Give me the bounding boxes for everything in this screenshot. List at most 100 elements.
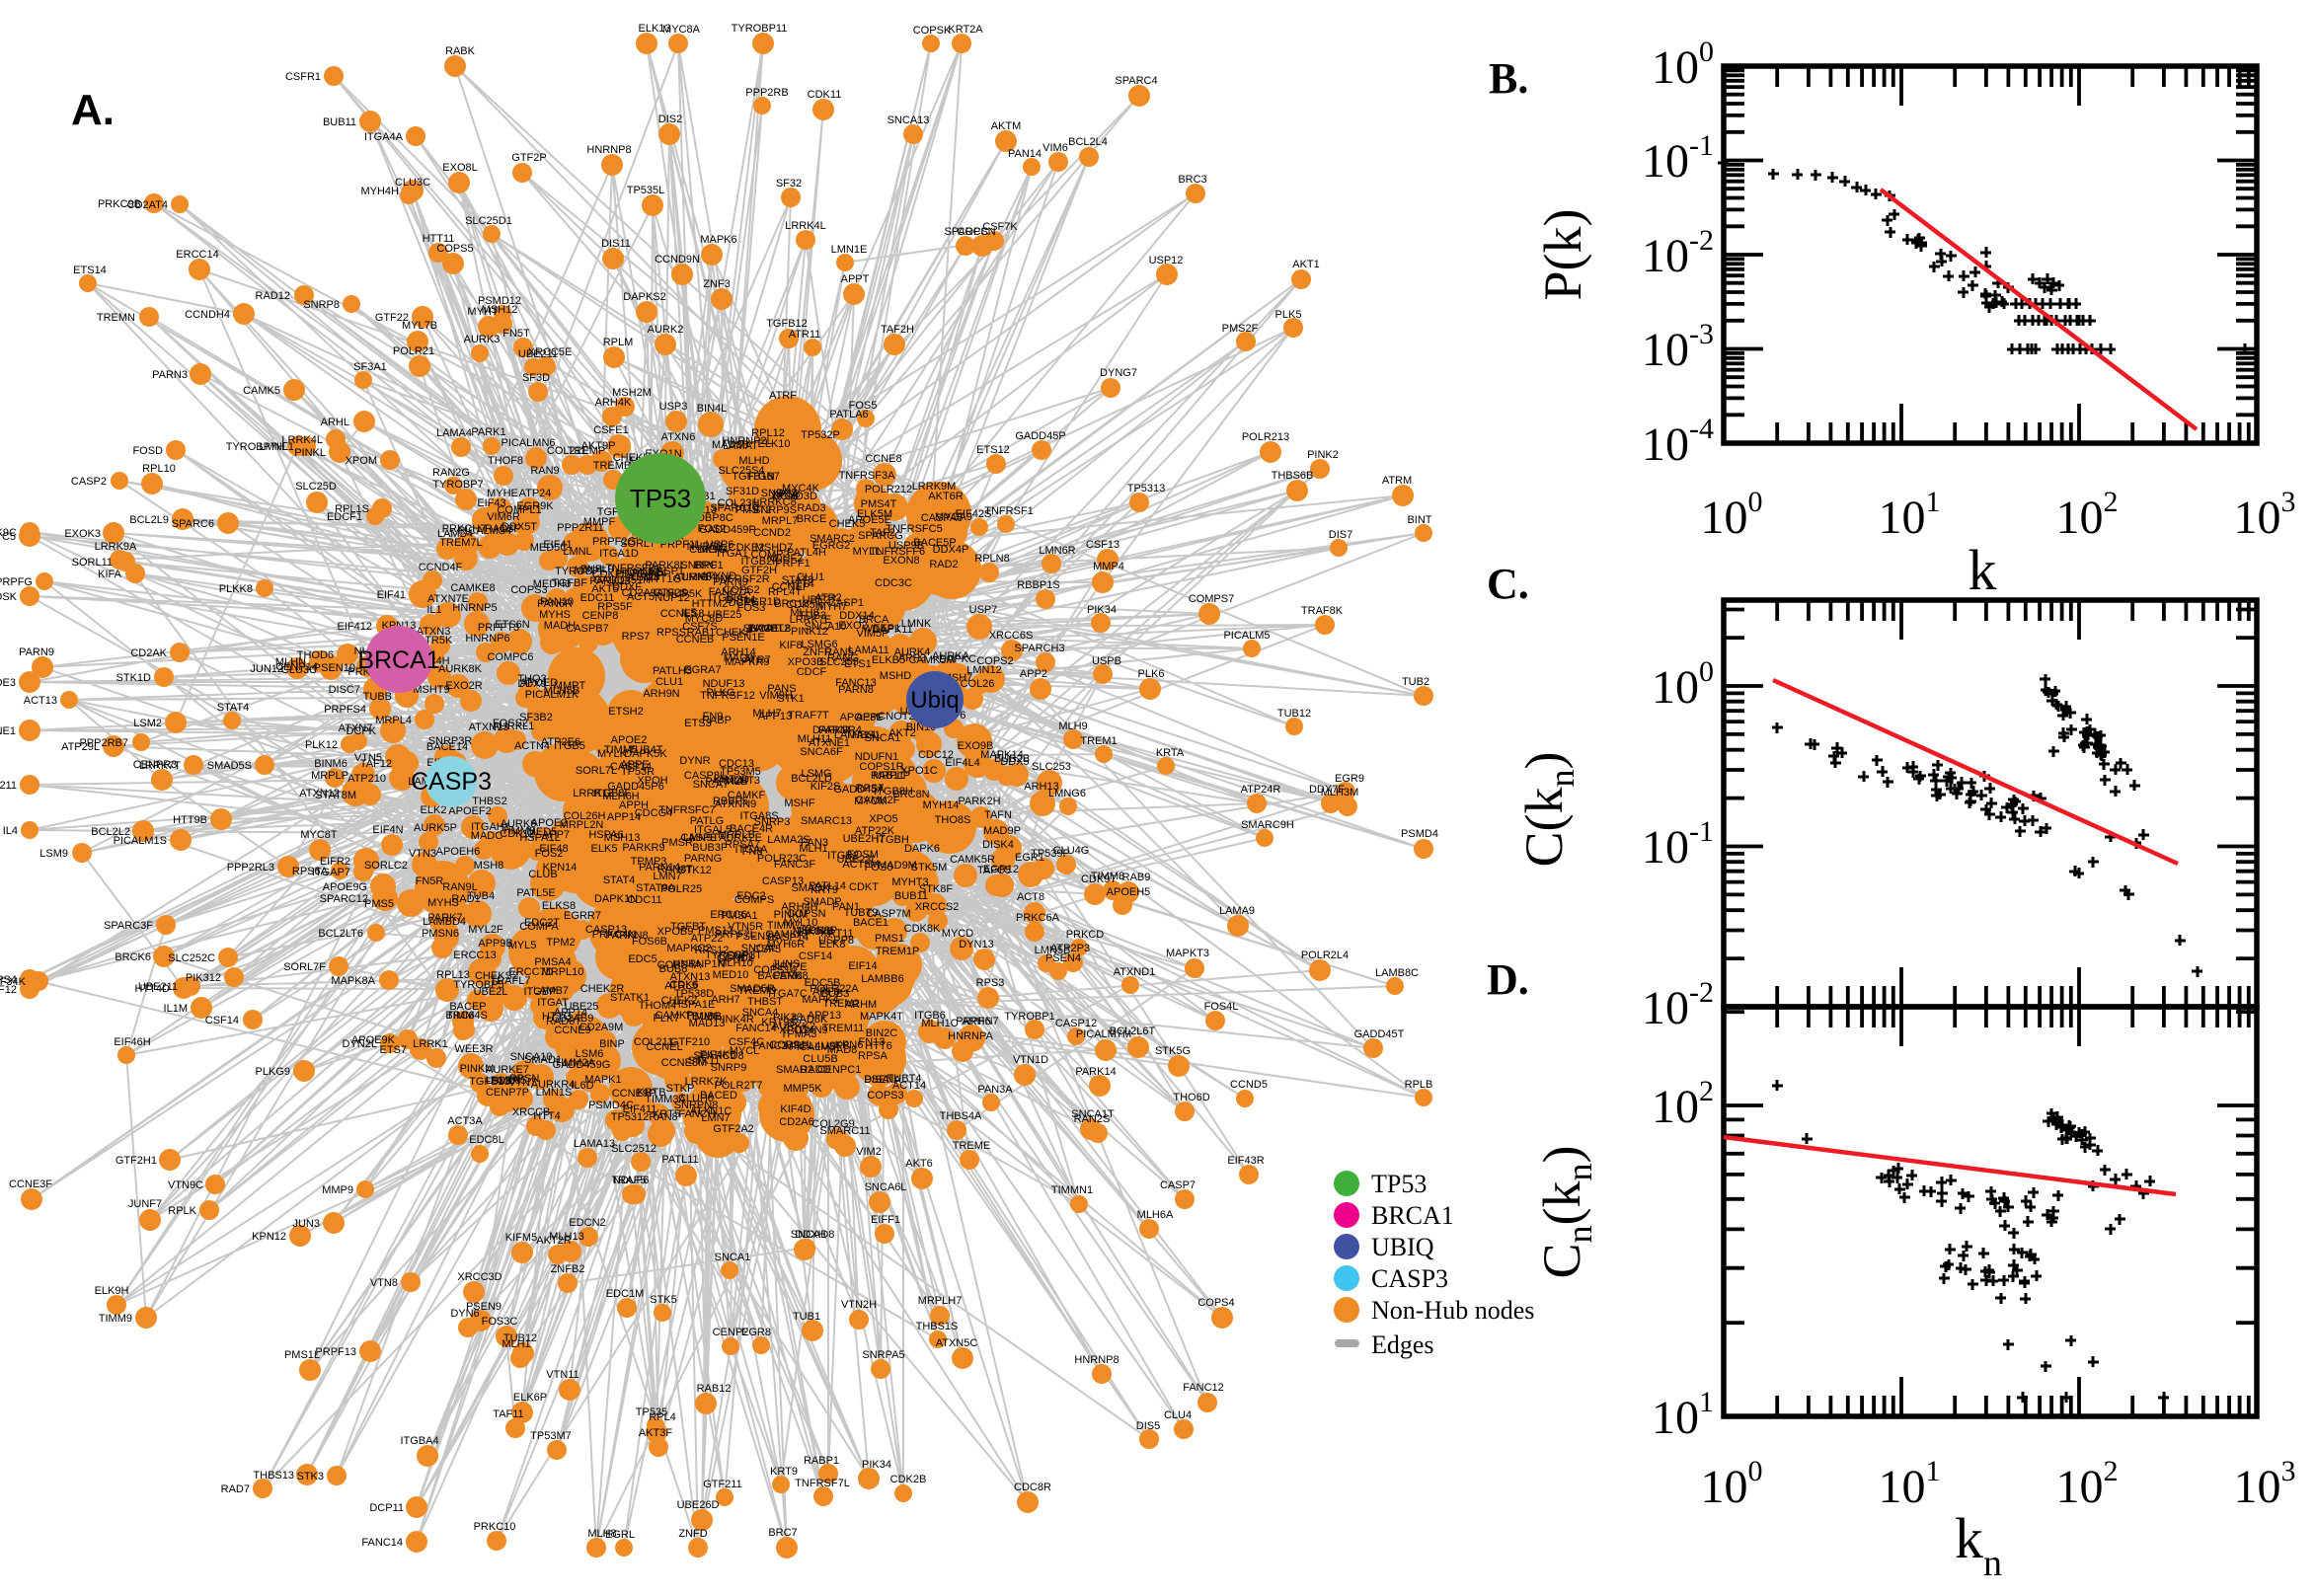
svg-text:COPSK: COPSK [913,25,952,37]
svg-text:PARK14: PARK14 [1075,1066,1116,1078]
svg-text:RAD3: RAD3 [797,502,825,514]
svg-text:TIMM4S: TIMM4S [446,1010,488,1022]
svg-text:AKT2R: AKT2R [536,1235,572,1247]
svg-text:COPS14: COPS14 [753,964,796,976]
svg-text:SNRP9: SNRP9 [711,1062,747,1074]
svg-text:CLU4: CLU4 [1164,1409,1192,1421]
svg-text:NUP8B: NUP8B [687,541,724,553]
svg-text:EIF4K6: EIF4K6 [700,1049,736,1061]
svg-text:XPO8: XPO8 [771,489,800,500]
svg-text:UBE23L: UBE23L [837,854,878,866]
svg-text:RPSA: RPSA [858,1050,888,1062]
svg-text:LRRK4L: LRRK4L [281,434,323,446]
svg-text:ELK5M: ELK5M [857,508,892,520]
svg-text:CHEKS2: CHEKS2 [475,970,518,982]
svg-text:KRT2D: KRT2D [714,774,749,786]
svg-text:BACE4R: BACE4R [730,823,773,835]
svg-text:CCND4F: CCND4F [419,562,463,573]
svg-text:USP7: USP7 [969,604,998,616]
svg-text:UBE25: UBE25 [565,1001,599,1013]
svg-text:PRKC10: PRKC10 [474,1521,516,1533]
svg-text:BRC7: BRC7 [768,1527,797,1539]
svg-text:ZNFD: ZNFD [678,1528,707,1540]
svg-text:VTN9C: VTN9C [168,1179,203,1191]
svg-text:PMST2: PMST2 [735,504,772,516]
svg-text:COMPS: COMPS [734,894,774,906]
svg-text:ELK6P: ELK6P [513,1392,547,1404]
svg-text:COMPC6: COMPC6 [487,651,533,663]
svg-text:KRT5: KRT5 [653,1108,680,1120]
svg-text:XRCCB: XRCCB [512,1106,551,1118]
svg-text:UBIQ: UBIQ [1371,1233,1434,1261]
svg-text:MMP5K: MMP5K [783,1083,822,1095]
svg-text:BRCA: BRCA [859,614,889,626]
svg-text:LMN6R: LMN6R [1039,545,1075,557]
svg-text:APP3: APP3 [898,652,926,664]
svg-text:POLR23C: POLR23C [757,853,807,865]
svg-text:HNRNP1N: HNRNP1N [672,958,725,970]
svg-text:HNRNP8: HNRNP8 [586,144,631,156]
svg-text:AURK14: AURK14 [674,571,717,583]
svg-text:RPL4T: RPL4T [768,586,803,598]
svg-text:BIN4L: BIN4L [697,403,728,415]
svg-text:CD2AB9: CD2AB9 [552,1013,594,1025]
svg-text:SNCA6L: SNCA6L [865,1181,907,1193]
svg-text:RPS6A: RPS6A [292,866,329,877]
svg-text:MYH7: MYH7 [817,601,848,613]
svg-text:CENP1: CENP1 [719,950,755,962]
svg-text:ATXND: ATXND [701,570,737,582]
svg-text:CCNDH4: CCNDH4 [185,309,230,321]
svg-text:TGFB1N: TGFB1N [732,471,774,483]
svg-text:ATP2P3: ATP2P3 [1050,943,1090,954]
svg-text:CDK5H: CDK5H [786,599,822,611]
svg-text:EGRR7: EGRR7 [564,910,601,922]
svg-text:ACT5M: ACT5M [842,859,879,871]
svg-text:PPP2RL3: PPP2RL3 [227,862,274,874]
svg-text:ITGAL5: ITGAL5 [694,824,732,836]
svg-text:CSF5: CSF5 [753,944,781,955]
svg-text:SLC253: SLC253 [1032,761,1071,773]
svg-text:POLR21: POLR21 [393,345,434,357]
svg-text:RAD8T: RAD8T [546,1016,581,1027]
svg-text:TUBB: TUBB [363,691,392,703]
svg-text:CASP3: CASP3 [1371,1264,1448,1293]
svg-text:KRT2A: KRT2A [948,24,983,36]
svg-text:HNRNP8: HNRNP8 [1074,1354,1119,1366]
svg-text:PAN14: PAN14 [1008,148,1042,160]
svg-text:THBST: THBST [747,996,783,1008]
svg-text:DIS14: DIS14 [726,594,756,606]
svg-text:ERCC13: ERCC13 [453,950,496,961]
svg-text:PICALMN6: PICALMN6 [501,437,555,449]
svg-text:IL6D: IL6D [571,1080,593,1092]
svg-text:MRPL10: MRPL10 [542,966,584,978]
svg-text:MLHT3: MLHT3 [725,775,760,787]
svg-text:TYROBP3T: TYROBP3T [705,950,762,961]
svg-text:HNRNPA: HNRNPA [948,1030,993,1042]
svg-text:TAFN: TAFN [984,809,1012,821]
svg-text:DYNR: DYNR [679,755,710,767]
svg-text:ATXN13: ATXN13 [670,971,711,983]
svg-text:PIK34: PIK34 [862,1459,891,1471]
svg-text:EXO2: EXO2 [838,620,867,632]
svg-text:RAD8K: RAD8K [792,1014,828,1026]
svg-text:FOS2: FOS2 [535,848,564,860]
svg-text:ATP24R: ATP24R [1241,784,1281,796]
svg-text:ELK5: ELK5 [591,843,618,855]
svg-text:MAPK1: MAPK1 [584,1074,621,1086]
svg-text:SPARCH3: SPARCH3 [1014,643,1064,654]
svg-text:MYC8D: MYC8D [685,613,724,625]
svg-text:XPO1C: XPO1C [900,765,937,777]
svg-text:CASP13: CASP13 [585,924,627,936]
svg-text:COL26: COL26 [961,678,995,690]
svg-text:AKT5: AKT5 [591,583,619,595]
svg-text:COPS5: COPS5 [436,243,473,255]
svg-text:VTN8: VTN8 [370,1277,398,1289]
svg-text:SMADP: SMADP [803,896,841,908]
svg-text:VTN5: VTN5 [354,752,382,764]
svg-text:GTF2H1: GTF2H1 [116,1155,157,1167]
svg-text:CASP7: CASP7 [1160,1179,1196,1191]
svg-text:CCNE9P: CCNE9P [612,1088,656,1100]
svg-text:ITGAT: ITGAT [537,997,569,1009]
svg-text:BRC8N: BRC8N [892,789,929,800]
svg-text:VIM2: VIM2 [856,1146,882,1158]
